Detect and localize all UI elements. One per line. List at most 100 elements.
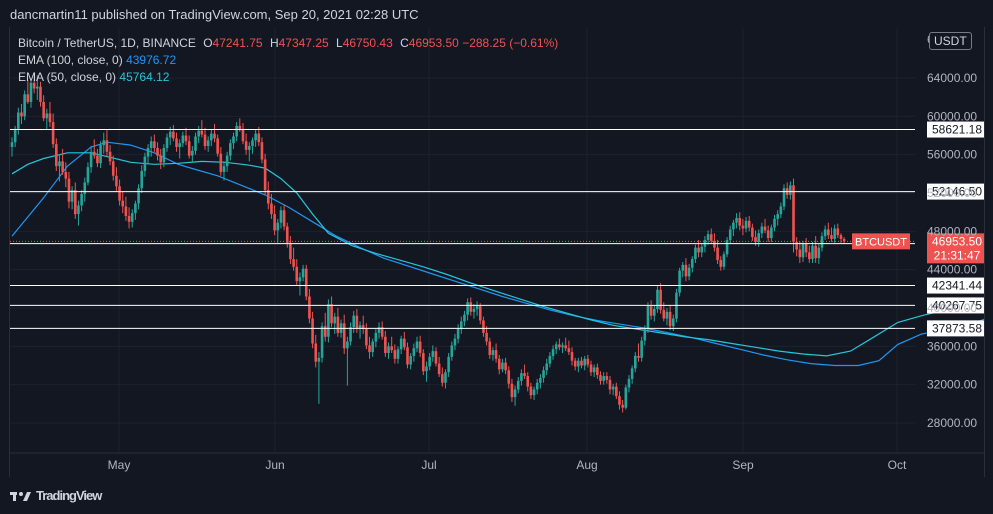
- candle-body: [494, 350, 498, 359]
- candle-body: [507, 370, 511, 384]
- candle-body: [681, 264, 685, 271]
- candle-body: [194, 136, 197, 151]
- level-label: 40267.75: [932, 298, 982, 312]
- brand-name[interactable]: TradingView: [36, 488, 102, 503]
- candle-body: [615, 386, 618, 397]
- price-chart[interactable]: 58621.1852146.5046713.5842341.4440267.75…: [10, 27, 984, 477]
- candle-body: [73, 190, 77, 215]
- candle-body: [577, 360, 580, 367]
- candle-body: [327, 304, 330, 337]
- candle-body: [111, 161, 115, 176]
- candle-body: [48, 113, 52, 123]
- candle-body: [384, 336, 387, 354]
- candle-body: [823, 229, 827, 237]
- candle-body: [630, 368, 634, 379]
- candle-body: [415, 341, 419, 349]
- candle-body: [836, 228, 840, 236]
- candle-body: [96, 155, 99, 164]
- candle-body: [766, 230, 770, 239]
- candle-body: [671, 318, 675, 327]
- candle-body: [393, 350, 397, 359]
- candle-body: [589, 364, 593, 373]
- candle-body: [222, 166, 226, 172]
- candle-body: [83, 182, 87, 194]
- candle-body: [694, 247, 697, 260]
- candle-body: [244, 141, 248, 150]
- candle-body: [102, 140, 106, 146]
- candle-body: [203, 134, 207, 147]
- footer: TradingView: [10, 488, 102, 503]
- candle-body: [121, 200, 125, 207]
- candle-body: [333, 316, 337, 324]
- y-tick-label: 52000.00: [927, 186, 977, 200]
- candle-body: [92, 151, 96, 156]
- level-label-bg: [927, 320, 984, 337]
- tradingview-logo-icon[interactable]: [10, 490, 32, 502]
- candle-body: [763, 226, 767, 231]
- candle-body: [251, 140, 254, 147]
- symbol-label[interactable]: Bitcoin / TetherUS, 1D, BINANCE: [18, 36, 196, 50]
- level-label: 58621.18: [932, 123, 982, 137]
- candle-body: [187, 141, 191, 156]
- candle-body: [115, 175, 118, 187]
- candle-body: [361, 325, 365, 330]
- candle-body: [608, 379, 612, 390]
- candle-body: [447, 356, 450, 373]
- candle-body: [206, 140, 210, 147]
- candle-body: [444, 372, 447, 383]
- candle-body: [346, 341, 349, 349]
- candle-body: [735, 217, 738, 223]
- candle-body: [232, 136, 235, 144]
- candle-body: [156, 147, 159, 156]
- candle-body: [399, 338, 403, 350]
- candle-body: [747, 220, 751, 228]
- candle-body: [485, 332, 488, 342]
- candle-body: [678, 270, 681, 293]
- candle-body: [529, 386, 533, 396]
- candle-body: [539, 377, 542, 383]
- candle-body: [434, 351, 438, 364]
- ema100-row: EMA (100, close, 0) 43976.72: [18, 52, 558, 69]
- candle-body: [741, 225, 745, 229]
- candle-body: [200, 130, 204, 135]
- candle-body: [611, 386, 615, 390]
- level-label-bg: [927, 277, 984, 294]
- candle-body: [523, 373, 526, 377]
- candle-body: [520, 373, 523, 381]
- candle-body: [431, 351, 435, 357]
- candle-body: [355, 315, 359, 329]
- candle-body: [108, 151, 112, 162]
- candle-body: [390, 346, 393, 351]
- candle-body: [17, 112, 20, 129]
- ema50-line: [11, 152, 984, 357]
- candle-body: [719, 260, 723, 267]
- candle-body: [105, 140, 109, 152]
- candle-body: [456, 329, 460, 339]
- candle-body: [64, 171, 68, 179]
- candle-body: [412, 348, 416, 356]
- candle-body: [140, 170, 144, 189]
- currency-badge[interactable]: USDT: [929, 32, 972, 50]
- candle-body: [238, 125, 242, 129]
- candle-body: [130, 213, 134, 222]
- ema100-label[interactable]: EMA (100, close, 0): [18, 53, 123, 67]
- level-label-bg: [927, 297, 984, 314]
- candle-body: [839, 235, 843, 239]
- candle-body: [551, 349, 555, 356]
- candle-body: [634, 355, 637, 369]
- candle-body: [535, 382, 539, 390]
- symbol-row: Bitcoin / TetherUS, 1D, BINANCE O47241.7…: [18, 35, 558, 52]
- chart-area[interactable]: 58621.1852146.5046713.5842341.4440267.75…: [9, 27, 985, 477]
- x-tick-label: Sep: [732, 458, 754, 472]
- candle-body: [134, 203, 137, 214]
- candle-body: [330, 304, 333, 324]
- candle-body: [789, 185, 792, 195]
- candle-body: [570, 352, 574, 361]
- candle-body: [833, 228, 836, 239]
- candle-body: [270, 203, 273, 215]
- candle-body: [45, 113, 49, 119]
- ema50-label[interactable]: EMA (50, close, 0): [18, 70, 117, 84]
- candle-body: [178, 143, 181, 147]
- candle-body: [317, 357, 321, 362]
- ema50-value: 45764.12: [119, 70, 170, 84]
